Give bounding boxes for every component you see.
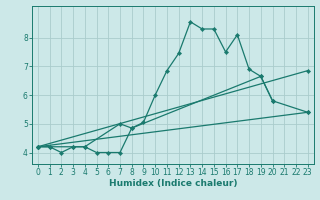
X-axis label: Humidex (Indice chaleur): Humidex (Indice chaleur) [108, 179, 237, 188]
